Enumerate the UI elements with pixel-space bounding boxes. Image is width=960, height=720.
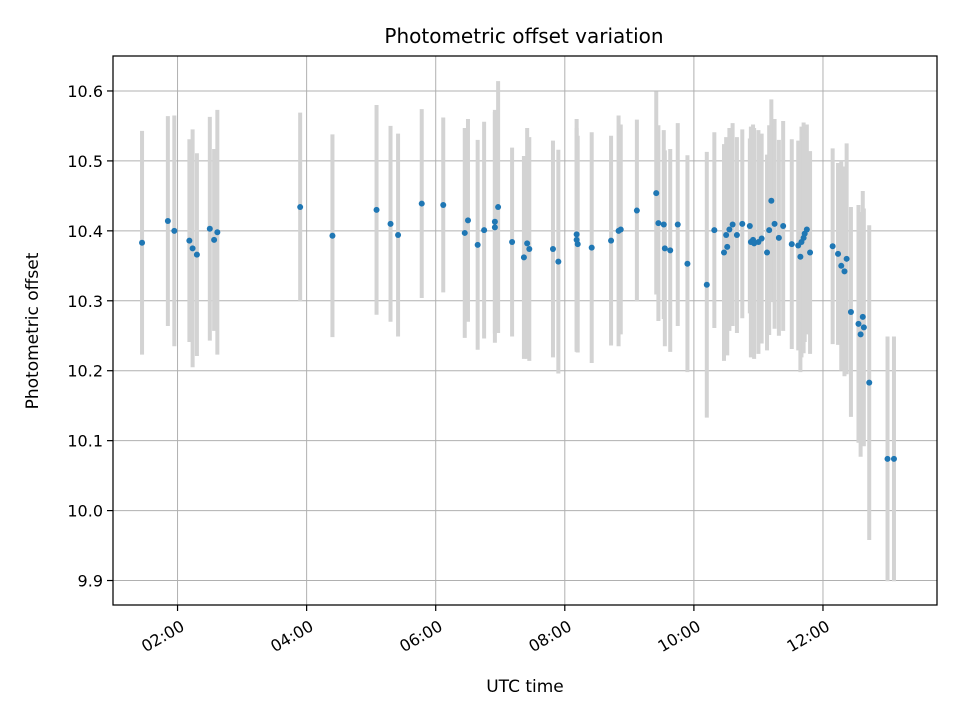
data-point: [780, 222, 787, 229]
y-axis-label: Photometric offset: [23, 252, 43, 409]
data-point: [297, 204, 304, 211]
data-point: [633, 207, 640, 214]
data-point: [440, 201, 447, 208]
data-point: [847, 308, 854, 315]
data-point: [807, 249, 814, 256]
data-point: [660, 221, 667, 228]
data-point: [526, 246, 533, 253]
data-point: [764, 249, 771, 256]
data-point: [711, 227, 718, 234]
data-point: [733, 232, 740, 239]
data-point: [474, 241, 481, 248]
data-point: [726, 226, 733, 233]
data-point: [655, 220, 662, 227]
y-tick-label: 10.0: [67, 502, 103, 521]
data-point: [667, 247, 674, 254]
data-point: [464, 217, 471, 224]
data-point: [573, 231, 580, 238]
y-tick-label: 10.3: [67, 292, 103, 311]
y-tick-label: 10.2: [67, 362, 103, 381]
data-point: [884, 455, 891, 462]
data-point: [766, 227, 773, 234]
data-point: [461, 229, 468, 236]
data-point: [703, 281, 710, 288]
data-point: [684, 260, 691, 267]
data-point: [857, 331, 864, 338]
data-point: [729, 221, 736, 228]
data-point: [838, 262, 845, 269]
data-point: [758, 235, 765, 242]
data-point: [418, 200, 425, 207]
data-point: [843, 255, 850, 262]
data-point: [653, 190, 660, 197]
data-point: [746, 222, 753, 229]
chart-title: Photometric offset variation: [384, 24, 663, 48]
data-point: [775, 234, 782, 241]
data-point: [520, 254, 527, 261]
data-point: [721, 249, 728, 256]
data-point: [509, 239, 516, 246]
data-point: [329, 232, 336, 239]
data-point: [797, 253, 804, 260]
data-point: [588, 244, 595, 251]
data-point: [373, 206, 380, 213]
data-point: [771, 220, 778, 227]
y-tick-label: 9.9: [78, 572, 103, 591]
data-point: [395, 232, 402, 239]
data-point: [890, 455, 897, 462]
x-axis-label: UTC time: [486, 677, 564, 697]
data-point: [491, 218, 498, 225]
data-point: [549, 246, 556, 253]
data-points: [139, 190, 897, 462]
plot-frame: [112, 55, 938, 606]
data-point: [164, 218, 171, 225]
data-point: [803, 226, 810, 233]
data-point: [739, 220, 746, 227]
data-point: [674, 221, 681, 228]
data-point: [524, 240, 531, 247]
y-tick-label: 10.5: [67, 152, 103, 171]
data-point: [387, 220, 394, 227]
data-point: [186, 237, 193, 244]
data-point: [574, 241, 581, 248]
data-point: [829, 243, 836, 250]
data-point: [171, 227, 178, 234]
data-point: [617, 226, 624, 233]
data-point: [608, 237, 615, 244]
data-point: [211, 236, 218, 243]
data-point: [788, 241, 795, 248]
data-point: [206, 225, 213, 232]
data-point: [481, 227, 488, 234]
data-point: [661, 245, 668, 252]
y-tick-label: 10.1: [67, 432, 103, 451]
data-point: [768, 197, 775, 204]
data-point: [214, 229, 221, 236]
data-point: [495, 204, 502, 211]
y-tick-label: 10.6: [67, 82, 103, 101]
y-axis-ticks: 9.9 10.0 10.1 10.2 10.3 10.4 10.5 10.6: [67, 82, 113, 591]
y-tick-label: 10.4: [67, 222, 103, 241]
data-point: [723, 232, 730, 239]
data-point: [841, 268, 848, 275]
data-point: [724, 243, 731, 250]
data-point: [139, 239, 146, 246]
data-point: [193, 251, 200, 258]
data-point: [859, 313, 866, 320]
data-point: [835, 250, 842, 257]
data-point: [860, 324, 867, 331]
data-point: [189, 245, 196, 252]
data-point: [491, 224, 498, 231]
data-point: [855, 320, 862, 327]
data-point: [866, 379, 873, 386]
data-point: [555, 258, 562, 265]
